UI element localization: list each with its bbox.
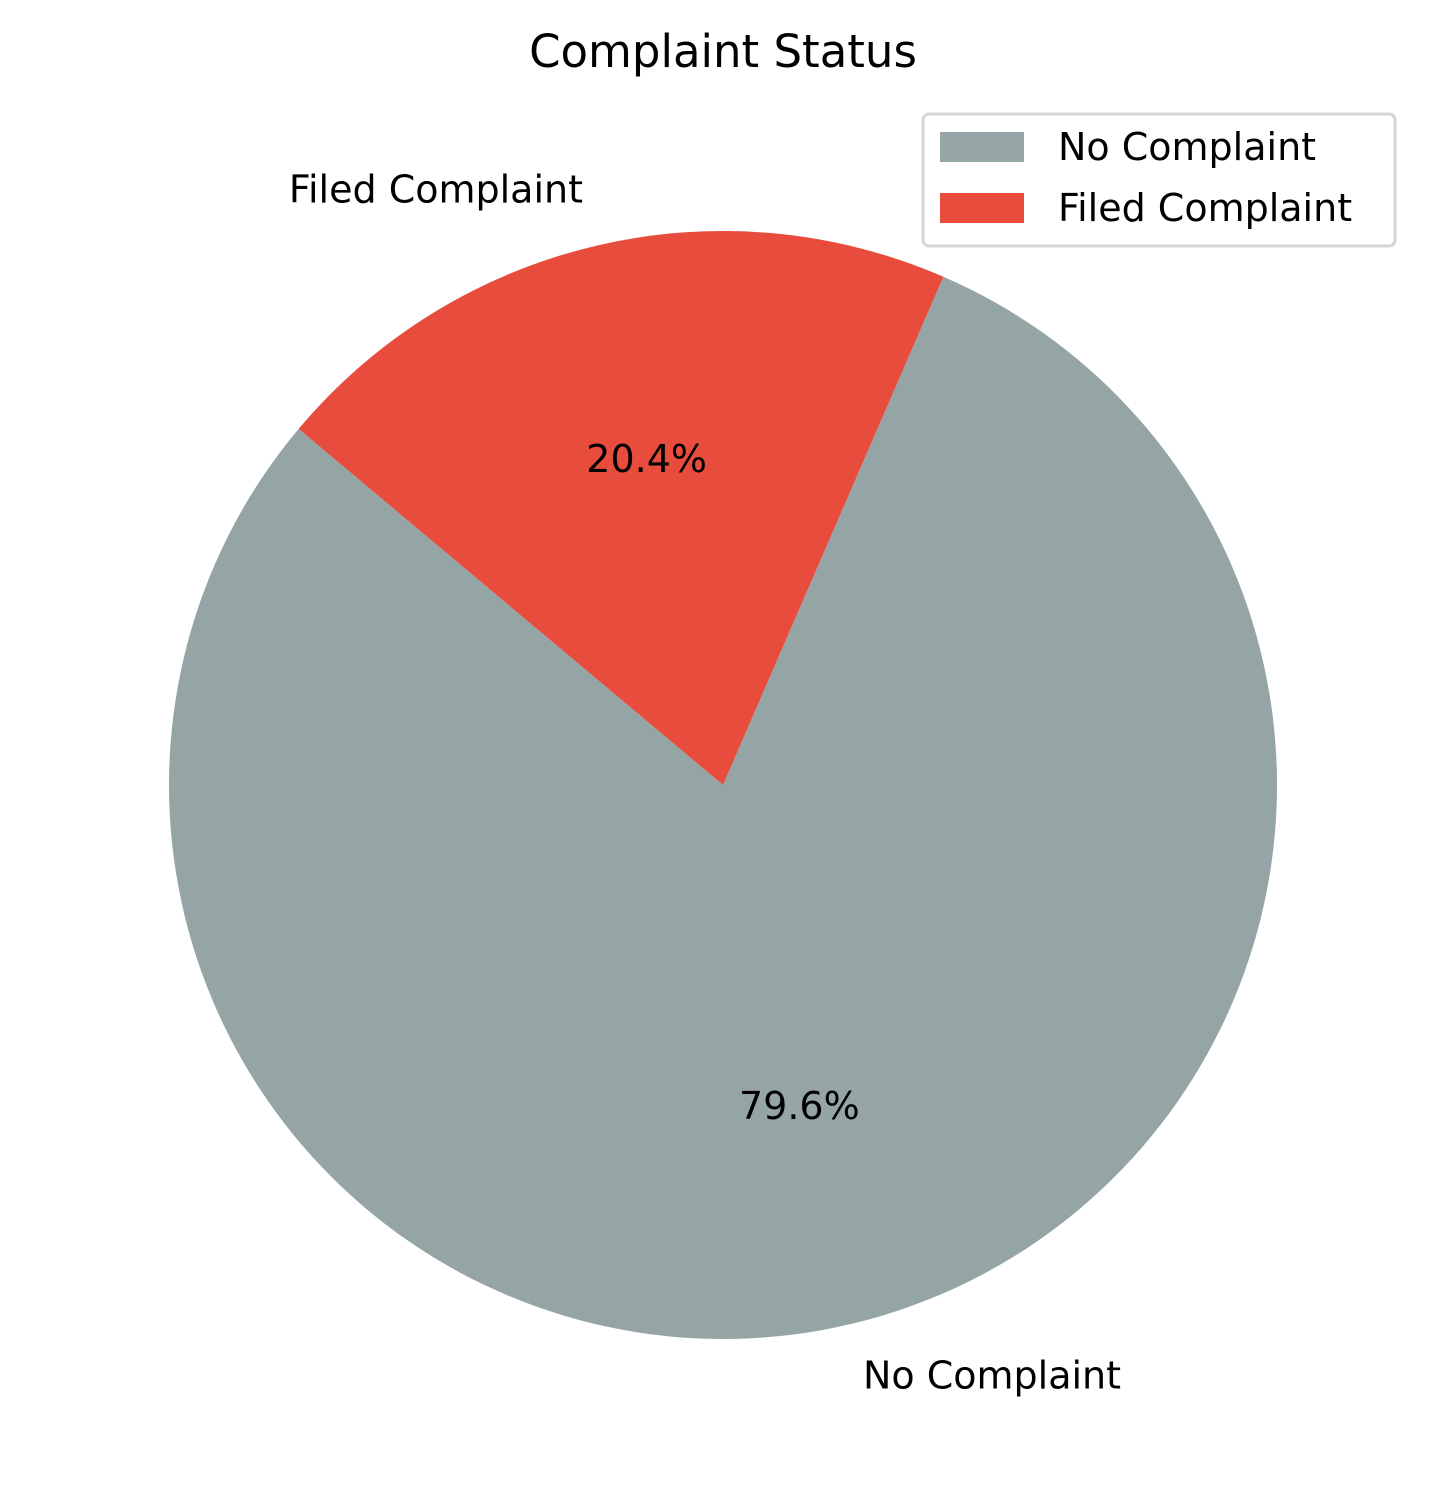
slice-percent-labels: 79.6% 20.4% bbox=[586, 437, 859, 1128]
legend-label-filed-complaint: Filed Complaint bbox=[1058, 186, 1352, 230]
slice-percent-no-complaint: 79.6% bbox=[739, 1084, 860, 1128]
slice-label-no-complaint: No Complaint bbox=[863, 1354, 1121, 1398]
pie-slices bbox=[168, 230, 1278, 1340]
pie-slice-no-complaint bbox=[168, 276, 1278, 1340]
slice-labels: No Complaint Filed Complaint bbox=[289, 167, 1121, 1397]
legend-swatch-no-complaint bbox=[940, 132, 1024, 162]
legend: No Complaint Filed Complaint bbox=[921, 112, 1397, 248]
slice-percent-filed-complaint: 20.4% bbox=[586, 437, 707, 481]
legend-label-no-complaint: No Complaint bbox=[1058, 125, 1316, 169]
pie-slice-filed-complaint bbox=[298, 230, 944, 785]
legend-swatch-filed-complaint bbox=[940, 193, 1024, 223]
legend-frame bbox=[921, 112, 1397, 248]
chart-title: Complaint Status bbox=[529, 25, 917, 78]
slice-label-filed-complaint: Filed Complaint bbox=[289, 167, 583, 211]
